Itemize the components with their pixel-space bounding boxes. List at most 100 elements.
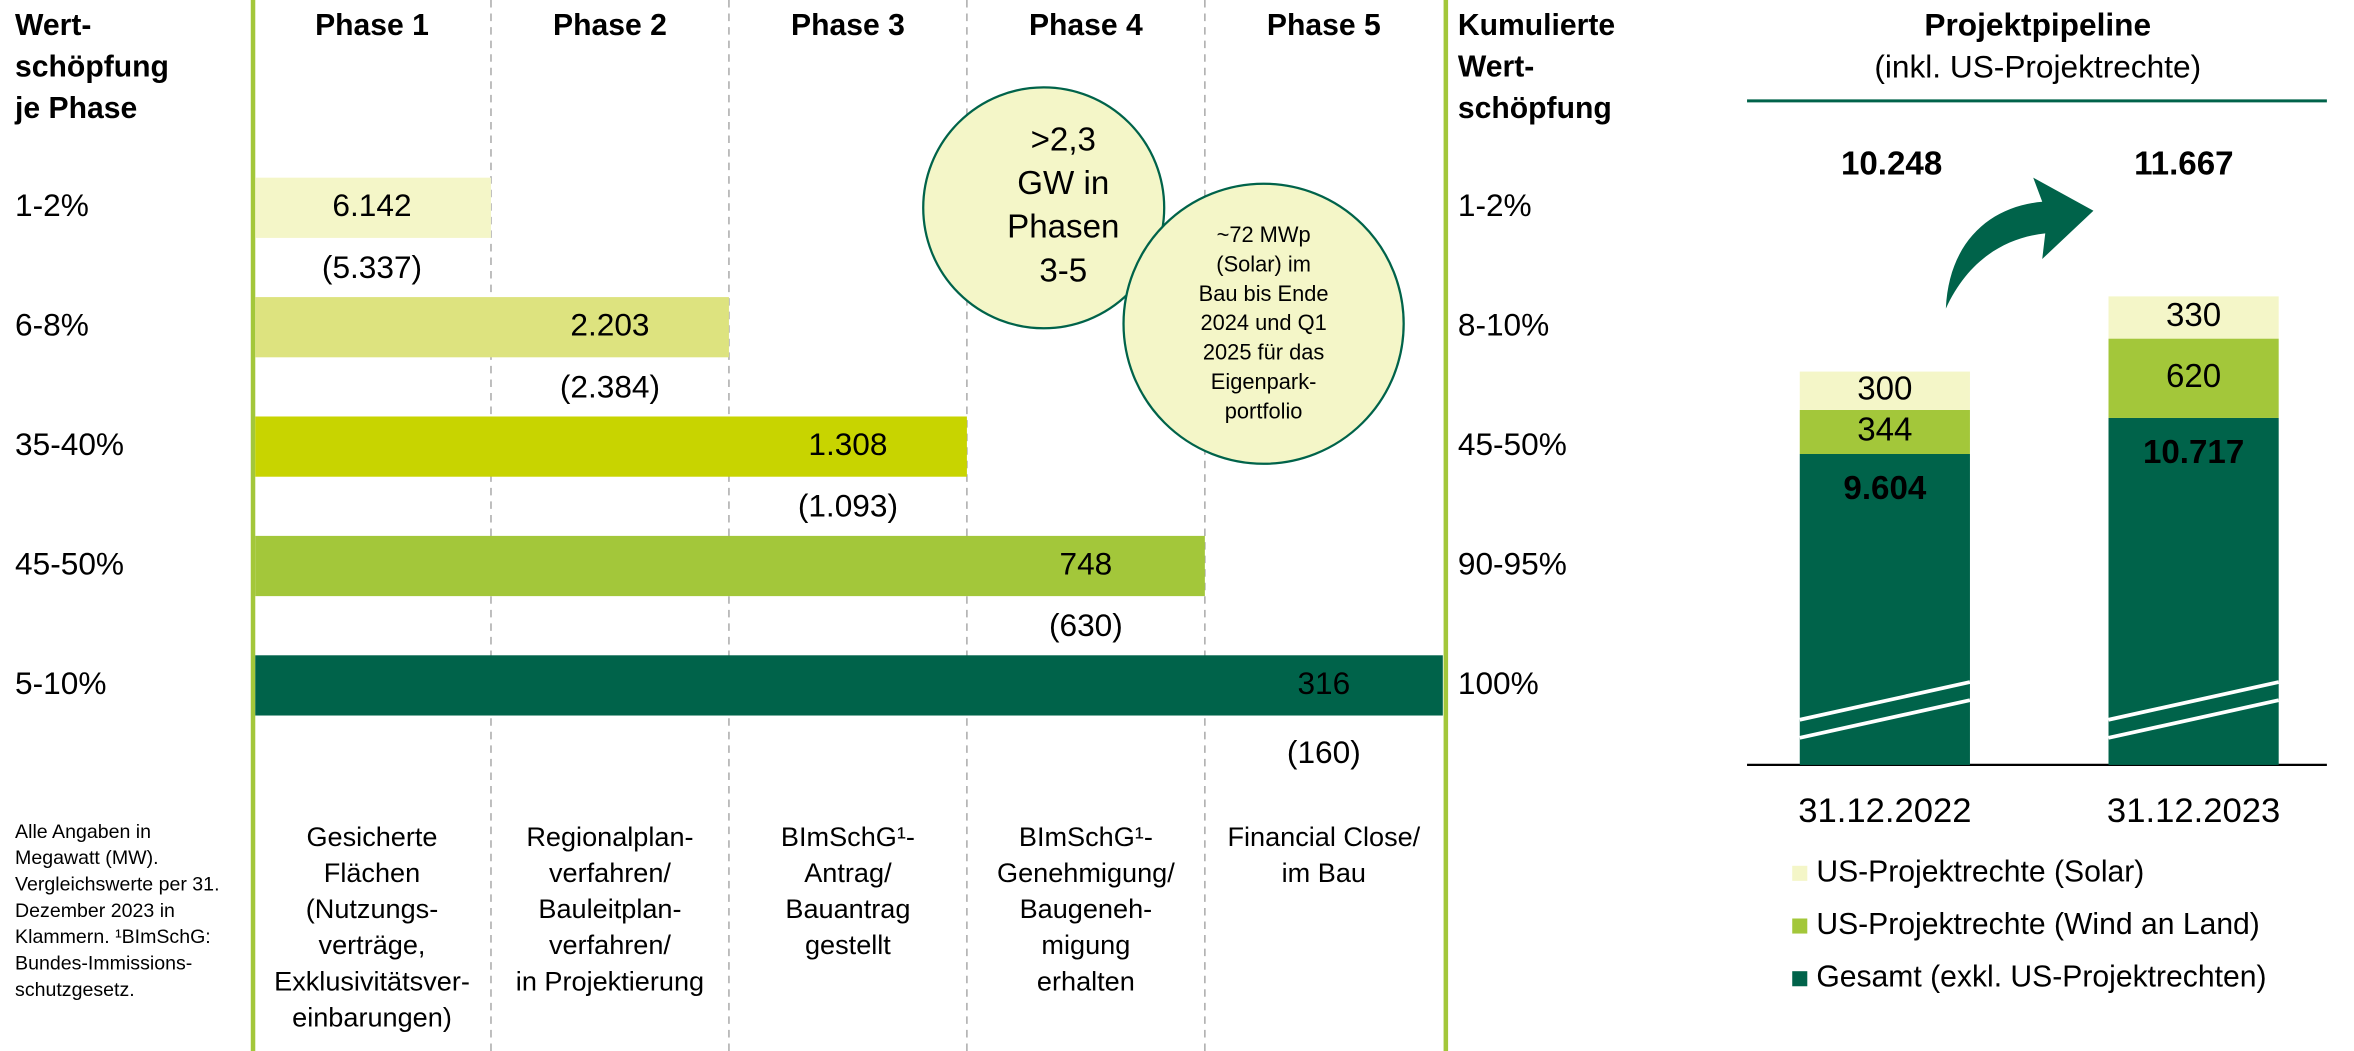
bubble-main-text: Phasen (1007, 209, 1119, 246)
phase-bar (255, 535, 1205, 597)
phase-share: 35-40% (15, 426, 124, 462)
legend-swatch (1792, 971, 1808, 987)
phase-description: im Bau (1282, 857, 1366, 888)
phase-description: Flächen (324, 857, 420, 888)
left-header: je Phase (14, 92, 137, 125)
phase-description: erhalten (1037, 965, 1135, 996)
phase-description: verfahren/ (549, 857, 671, 888)
phase-header: Phase 2 (553, 9, 667, 42)
bubble-main (922, 86, 1166, 330)
right-header: schöpfung (1458, 92, 1612, 125)
phase-description: Genehmigung/ (997, 857, 1175, 888)
bubble-note-text: Bau bis Ende (1199, 281, 1329, 306)
phase-description: verfahren/ (549, 929, 671, 960)
phase-cumulative: 45-50% (1458, 426, 1567, 462)
phase-description: Financial Close/ (1227, 821, 1420, 852)
segment-label: 300 (1857, 371, 1912, 408)
axis-break (1799, 680, 1971, 722)
footnote: Megawatt (MW). (15, 847, 159, 869)
bubble-main-text: 3-5 (1039, 252, 1087, 289)
right-header: Kumulierte (1458, 9, 1615, 42)
segment-label: 10.717 (2143, 434, 2244, 471)
bar-segment (1799, 409, 1970, 454)
phase-description: in Projektierung (516, 965, 704, 996)
phase-description: BImSchG¹- (1019, 821, 1153, 852)
phase-description: Bauantrag (785, 893, 910, 924)
phase-previous: (2.384) (560, 368, 660, 404)
bubble-note-text: ~72 MWp (1217, 222, 1311, 247)
phase-cumulative: 1-2% (1458, 187, 1532, 223)
footnote: Bundes-Immissions- (15, 953, 192, 975)
phase-description: Regionalplan- (526, 821, 693, 852)
phase-bar (255, 177, 491, 238)
legend-label: Gesamt (exkl. US-Projektrechten) (1816, 961, 2266, 994)
bubble-note-text: 2024 und Q1 (1200, 310, 1326, 335)
axis-break (2108, 698, 2280, 740)
bubble-note (1122, 182, 1405, 465)
phase-description: migung (1041, 929, 1130, 960)
phase-previous: (630) (1049, 607, 1123, 643)
left-header: Wert- (15, 9, 91, 42)
phase-bar (255, 655, 1443, 716)
phase-description: (Nutzungs- (306, 893, 439, 924)
bubble-note-text: (Solar) im (1216, 252, 1311, 277)
legend-label: US-Projektrechte (Solar) (1816, 855, 2144, 888)
total-label: 10.248 (1841, 145, 1942, 182)
bubble-note-text: 2025 für das (1203, 340, 1324, 365)
phase-description: gestellt (805, 929, 891, 960)
segment-label: 9.604 (1843, 470, 1926, 507)
phase-share: 1-2% (15, 187, 89, 223)
phase-description: BImSchG¹- (781, 821, 915, 852)
phase-description: Bauleitplan- (538, 893, 681, 924)
axis-break (2108, 680, 2280, 722)
phase-value: 2.203 (570, 307, 649, 343)
chart-subtitle: (inkl. US-Projektrechte) (1874, 49, 2201, 85)
growth-arrow (1945, 177, 2094, 309)
segment-label: 344 (1857, 412, 1912, 449)
phase-header: Phase 3 (791, 9, 905, 42)
phase-header: Phase 1 (315, 9, 429, 42)
chart-title: Projektpipeline (1924, 6, 2151, 42)
bar-segment (1799, 371, 1970, 410)
segment-label: 620 (2166, 358, 2221, 395)
phase-header: Phase 4 (1029, 9, 1143, 42)
phase-cumulative: 8-10% (1458, 307, 1549, 343)
phase-bar (255, 297, 729, 358)
phase-header: Phase 5 (1267, 9, 1381, 42)
footnote: Vergleichswerte per 31. (15, 874, 219, 896)
segment-label: 330 (2166, 297, 2221, 334)
phase-value: 6.142 (332, 187, 411, 223)
footnote: Dezember 2023 in (15, 900, 175, 922)
bubble-note-text: Eigenpark- (1211, 369, 1317, 394)
phase-description: verträge, (319, 929, 426, 960)
footnote: Klammern. ¹BImSchG: (15, 926, 211, 948)
bubble-note-text: portfolio (1225, 398, 1303, 423)
legend-label: US-Projektrechte (Wind an Land) (1816, 908, 2260, 941)
bar-segment (2108, 338, 2279, 418)
phase-share: 5-10% (15, 665, 106, 701)
x-tick-label: 31.12.2023 (2107, 792, 2280, 830)
phase-cumulative: 100% (1458, 665, 1539, 701)
phase-share: 45-50% (15, 545, 124, 581)
phase-value: 316 (1297, 665, 1350, 701)
left-header: schöpfung (15, 50, 169, 83)
phase-bar (255, 416, 967, 477)
phase-value: 748 (1060, 545, 1113, 581)
phase-value: 1.308 (808, 426, 887, 462)
legend-swatch (1792, 918, 1808, 934)
bubble-main-text: GW in (1017, 165, 1109, 202)
x-tick-label: 31.12.2022 (1798, 792, 1971, 830)
phase-share: 6-8% (15, 307, 89, 343)
phase-description: Gesicherte (306, 821, 437, 852)
phase-previous: (5.337) (322, 249, 422, 285)
phase-description: Antrag/ (804, 857, 892, 888)
phase-previous: (1.093) (798, 488, 898, 524)
phase-description: Exklusivitätsver- (274, 965, 470, 996)
footnote: Alle Angaben in (15, 821, 151, 843)
phase-previous: (160) (1287, 734, 1361, 770)
total-label: 11.667 (2134, 145, 2233, 182)
bar-segment (2108, 296, 2279, 339)
phase-description: Baugeneh- (1020, 893, 1153, 924)
